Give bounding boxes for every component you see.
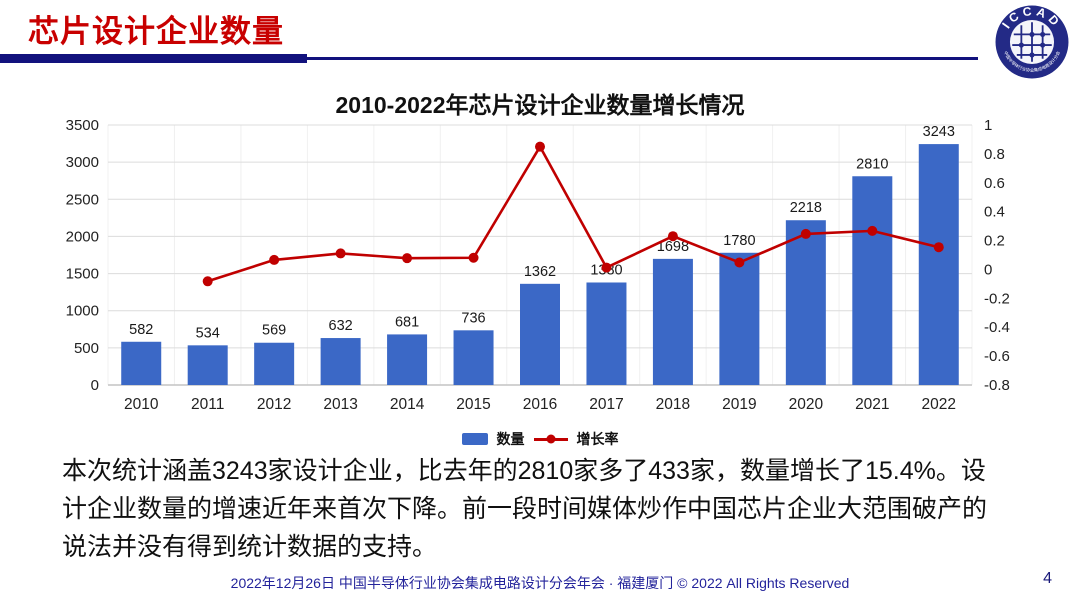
growth-rate-point (933, 242, 944, 253)
right-axis-tick-label: 0.4 (984, 204, 1005, 221)
bar (852, 176, 893, 385)
growth-rate-line (207, 144, 940, 283)
bar-value-label: 582 (129, 322, 153, 338)
growth-rate-point (800, 228, 811, 239)
bar (918, 144, 959, 385)
bar (785, 220, 826, 385)
x-axis-category-label: 2016 (523, 396, 557, 413)
right-axis-tick-label: 0.8 (984, 146, 1005, 163)
right-axis-tick-label: 0 (984, 261, 992, 278)
left-axis-tick-label: 0 (91, 377, 99, 394)
x-axis-category-label: 2018 (656, 396, 690, 413)
legend-label-growth-rate: 增长率 (576, 431, 619, 447)
left-axis-tick-label: 3500 (66, 117, 99, 134)
bar (254, 342, 295, 385)
left-axis-tick-label: 2000 (66, 228, 99, 245)
growth-rate-point (202, 276, 213, 287)
bar-value-label: 534 (196, 325, 220, 341)
left-axis-tick-label: 1500 (66, 266, 99, 283)
x-axis-category-label: 2020 (789, 396, 824, 413)
bar-value-label: 681 (395, 314, 419, 330)
x-axis-category-label: 2015 (456, 396, 490, 413)
chart-legend: 数量 增长率 (0, 429, 1080, 449)
right-axis-tick-label: -0.2 (984, 290, 1010, 307)
left-axis-tick-label: 500 (74, 340, 99, 357)
footer-text: 2022年12月26日 中国半导体行业协会集成电路设计分会年会 · 福建厦门 ©… (230, 575, 850, 591)
bar-value-label: 3243 (923, 124, 955, 140)
growth-rate-point (734, 257, 745, 268)
right-axis-tick-label: 0.6 (984, 175, 1005, 192)
bar-value-label: 2810 (856, 156, 888, 172)
chart-title: 2010-2022年芯片设计企业数量增长情况 (335, 92, 745, 118)
bar-line-chart: 0 500 1000 1500 2000 2500 3000 3500 1 0.8 0.6 0.4 0.… (66, 117, 1010, 413)
growth-rate-point (601, 262, 612, 273)
bar (652, 258, 693, 385)
left-axis-tick-label: 1000 (66, 303, 99, 320)
right-axis-tick-label: -0.6 (984, 348, 1010, 365)
page-title: 芯片设计企业数量 (28, 14, 284, 49)
legend-bar-swatch-icon (461, 433, 488, 445)
growth-rate-point (867, 225, 878, 236)
x-axis-category-label: 2012 (257, 396, 291, 413)
bar (320, 338, 361, 385)
growth-rate-point (402, 253, 413, 264)
growth-rate-point (335, 248, 346, 259)
right-axis-tick-label: -0.4 (984, 319, 1010, 336)
bar-value-label: 1698 (657, 239, 689, 255)
bar-value-label: 632 (329, 318, 353, 334)
title-underline-thick (0, 54, 307, 63)
x-axis-category-label: 2017 (589, 396, 623, 413)
growth-rate-point (535, 141, 545, 152)
left-axis-tick-label: 3000 (66, 154, 99, 171)
bar (719, 252, 760, 385)
bar (453, 330, 494, 385)
right-axis-tick-label: -0.8 (984, 377, 1010, 394)
x-axis-category-label: 2013 (323, 396, 357, 413)
growth-rate-point (667, 231, 678, 242)
bar (121, 341, 162, 385)
right-axis-tick-label: 0.2 (984, 233, 1005, 250)
bar (387, 334, 428, 385)
iccad-logo: ICCAD 中国半导体行业协会集成电路设计分会 (994, 4, 1070, 80)
bar-value-label: 1780 (723, 233, 755, 249)
bar-value-label: 569 (262, 323, 286, 339)
bar (586, 282, 627, 385)
title-underline-thin (300, 57, 978, 60)
x-axis-category-label: 2022 (922, 396, 956, 413)
page-number: 4 (1043, 570, 1052, 587)
left-axis-tick-label: 2500 (66, 191, 99, 208)
x-axis-category-label: 2019 (722, 396, 756, 413)
bar (520, 283, 560, 385)
bar-value-label: 736 (461, 310, 485, 326)
x-axis-category-label: 2021 (855, 396, 889, 413)
x-axis-category-label: 2014 (390, 396, 425, 413)
legend-label-quantity: 数量 (496, 431, 525, 447)
growth-rate-point (269, 254, 280, 265)
right-axis-tick-label: 1 (984, 117, 992, 134)
summary-paragraph: 本次统计涵盖3243家设计企业，比去年的2810家多了433家，数量增长了15.… (62, 457, 988, 561)
growth-rate-point (468, 252, 479, 263)
bar-value-label: 1362 (524, 264, 556, 280)
legend-line-swatch-icon (533, 434, 568, 444)
iccad-logo-graphic: ICCAD 中国半导体行业协会集成电路设计分会 (995, 4, 1069, 79)
x-axis-category-label: 2011 (191, 396, 224, 413)
bar-value-label: 2218 (790, 200, 822, 216)
x-axis-category-label: 2010 (124, 396, 159, 413)
bar (187, 345, 228, 385)
